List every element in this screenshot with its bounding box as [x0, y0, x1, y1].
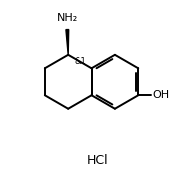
- Polygon shape: [66, 30, 69, 55]
- Text: OH: OH: [152, 90, 169, 100]
- Text: HCl: HCl: [87, 155, 108, 167]
- Text: NH₂: NH₂: [57, 14, 78, 23]
- Text: &1: &1: [74, 57, 86, 66]
